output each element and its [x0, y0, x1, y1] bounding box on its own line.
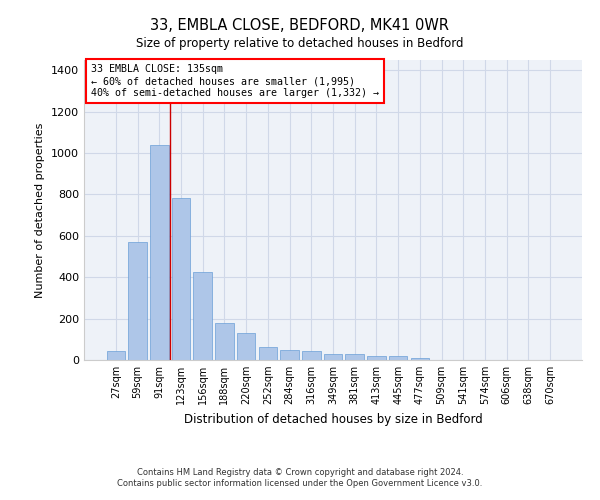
Bar [107, 350, 125, 360]
Bar [172, 198, 190, 360]
Bar [150, 145, 169, 360]
Bar [324, 354, 342, 360]
Bar [346, 354, 364, 360]
Bar [280, 350, 299, 360]
Bar [259, 346, 277, 360]
Text: Contains HM Land Registry data © Crown copyright and database right 2024.
Contai: Contains HM Land Registry data © Crown c… [118, 468, 482, 487]
Bar [128, 242, 147, 360]
Bar [389, 356, 407, 360]
Bar [367, 356, 386, 360]
Y-axis label: Number of detached properties: Number of detached properties [35, 122, 46, 298]
Text: Size of property relative to detached houses in Bedford: Size of property relative to detached ho… [136, 38, 464, 51]
Bar [237, 333, 256, 360]
X-axis label: Distribution of detached houses by size in Bedford: Distribution of detached houses by size … [184, 412, 482, 426]
Text: 33, EMBLA CLOSE, BEDFORD, MK41 0WR: 33, EMBLA CLOSE, BEDFORD, MK41 0WR [151, 18, 449, 32]
Bar [193, 272, 212, 360]
Text: 33 EMBLA CLOSE: 135sqm
← 60% of detached houses are smaller (1,995)
40% of semi-: 33 EMBLA CLOSE: 135sqm ← 60% of detached… [91, 64, 379, 98]
Bar [410, 358, 429, 360]
Bar [302, 350, 320, 360]
Bar [215, 323, 233, 360]
